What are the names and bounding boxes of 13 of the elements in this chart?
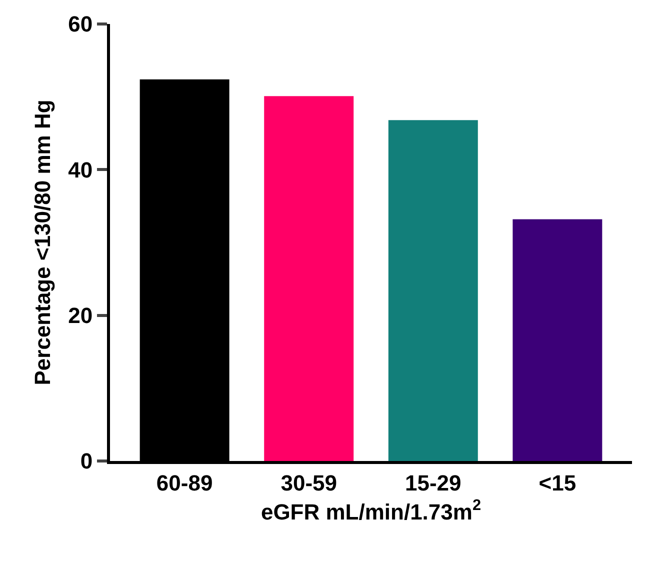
bar: [512, 219, 602, 461]
y-tick-label: 40: [68, 157, 93, 182]
x-tick-label: <15: [538, 470, 576, 496]
x-tick-label: 15-29: [405, 470, 462, 496]
x-tick-label: 30-59: [280, 470, 337, 496]
y-axis-title: Percentage <130/80 mm Hg: [30, 100, 55, 386]
bar: [264, 96, 354, 461]
x-tick-label: 60-89: [156, 470, 213, 496]
y-tick-label: 0: [80, 448, 93, 474]
bar: [388, 120, 478, 461]
y-tick-label: 60: [68, 12, 93, 37]
x-axis-title: eGFR mL/min/1.73m$^{2}$: [260, 497, 482, 524]
y-tick-label: 20: [68, 303, 93, 328]
